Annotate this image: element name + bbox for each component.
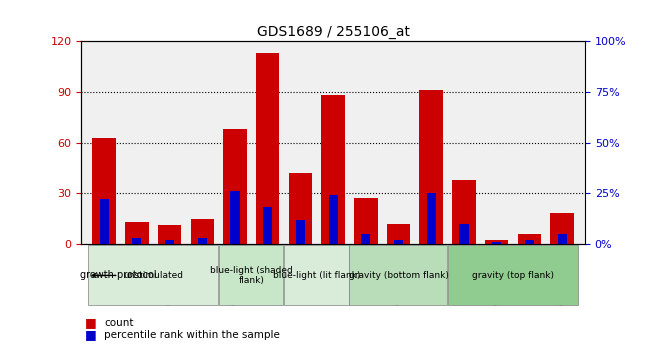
Bar (426, 193, 436, 244)
Text: growth protocol: growth protocol (81, 270, 157, 280)
FancyBboxPatch shape (284, 245, 349, 305)
Bar (321, 95, 345, 244)
Bar (230, 191, 240, 244)
FancyBboxPatch shape (350, 245, 447, 305)
Bar (198, 238, 207, 244)
Text: ■: ■ (84, 316, 96, 329)
Bar (558, 234, 567, 244)
Text: gravity (top flank): gravity (top flank) (472, 271, 554, 280)
Title: GDS1689 / 255106_at: GDS1689 / 255106_at (257, 25, 410, 39)
Bar (551, 214, 574, 244)
Text: gravity (bottom flank): gravity (bottom flank) (348, 271, 448, 280)
Bar (165, 240, 174, 244)
Bar (354, 198, 378, 244)
Bar (133, 238, 142, 244)
Text: count: count (104, 318, 133, 327)
Bar (190, 218, 214, 244)
Bar (387, 224, 410, 244)
FancyBboxPatch shape (88, 245, 218, 305)
Bar (361, 234, 370, 244)
Bar (394, 240, 403, 244)
Bar (525, 240, 534, 244)
FancyBboxPatch shape (218, 245, 283, 305)
Text: ■: ■ (84, 328, 96, 341)
Bar (223, 129, 247, 244)
Bar (263, 207, 272, 244)
Bar (92, 138, 116, 244)
Bar (289, 173, 312, 244)
Bar (517, 234, 541, 244)
Bar (419, 90, 443, 244)
Bar (256, 53, 280, 244)
FancyBboxPatch shape (448, 245, 578, 305)
Bar (99, 199, 109, 244)
Bar (460, 224, 469, 244)
Bar (492, 242, 501, 244)
Bar (125, 222, 149, 244)
Text: unstimulated: unstimulated (124, 271, 183, 280)
Bar (485, 240, 508, 244)
Text: blue-light (shaded
flank): blue-light (shaded flank) (210, 266, 292, 285)
Bar (328, 195, 338, 244)
Bar (158, 225, 181, 244)
Text: blue-light (lit flank): blue-light (lit flank) (273, 271, 361, 280)
Bar (296, 219, 305, 244)
Bar (452, 180, 476, 244)
Text: percentile rank within the sample: percentile rank within the sample (104, 330, 280, 339)
